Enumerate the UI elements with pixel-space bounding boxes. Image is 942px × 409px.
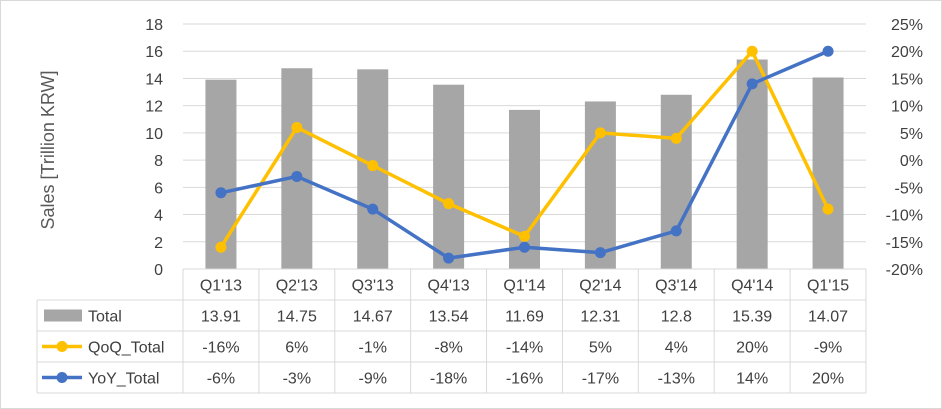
y-tick-label: 16 — [145, 44, 163, 61]
table-cell-value: 14.67 — [353, 309, 393, 326]
y2-tick-label: 10% — [891, 99, 923, 116]
y-tick-label: 14 — [145, 71, 163, 88]
axes: 0 2 4 6 8 10 12 14 16 18 -20% -15% -10% -5% 0% 5% 10% 15%… — [145, 17, 923, 279]
y2-tick-label: -15% — [886, 235, 923, 252]
line-point — [519, 230, 530, 242]
x-tick-label: Q2'13 — [276, 278, 318, 295]
line-point — [519, 241, 530, 253]
x-tick-label: Q4'14 — [731, 278, 773, 295]
y-tick-label: 10 — [145, 126, 163, 143]
y-tick-label: 12 — [145, 99, 163, 116]
table-cell-value: 14.07 — [808, 309, 848, 326]
table-cell-value: -1% — [358, 340, 386, 357]
table-cell-value: -8% — [434, 340, 462, 357]
legend-marker — [56, 341, 68, 352]
line-point — [367, 203, 379, 215]
table-cell-value: 6% — [285, 340, 308, 357]
table-cell-value: 13.91 — [201, 309, 241, 326]
y2-tick-label: 15% — [891, 71, 923, 88]
y2-tick-label: -5% — [895, 180, 923, 197]
y2-tick-label: -20% — [886, 262, 923, 279]
table-cell-value: -6% — [207, 371, 235, 388]
table-cell-value: 12.31 — [580, 309, 620, 326]
bar — [281, 68, 313, 269]
table-cell-value: -16% — [202, 340, 239, 357]
line-point — [215, 241, 227, 253]
bar — [660, 94, 692, 270]
table-cell-value: 15.39 — [732, 309, 772, 326]
bar — [812, 77, 844, 269]
line-series — [215, 45, 834, 264]
y-tick-label: 6 — [154, 180, 163, 197]
legend-marker — [56, 372, 68, 383]
bar — [736, 59, 768, 270]
y-tick-label: 4 — [154, 208, 163, 225]
y-tick-label: 8 — [154, 153, 163, 170]
x-tick-label: Q1'13 — [200, 278, 242, 295]
table-cell-value: 11.69 — [505, 309, 544, 326]
x-tick-label: Q2'14 — [579, 278, 621, 295]
line-point — [670, 225, 682, 237]
line-point — [443, 252, 455, 264]
line-point — [215, 187, 227, 199]
bar — [433, 84, 465, 269]
table-cell-value: -18% — [430, 371, 467, 388]
line-point — [291, 170, 303, 182]
table-cell-value: -3% — [283, 371, 311, 388]
line-point — [746, 78, 758, 90]
y-axis-title: Sales [Trillion KRW] — [38, 70, 58, 229]
legend-label: YoY_Total — [88, 371, 159, 388]
y2-tick-label: 0% — [900, 153, 923, 170]
table-cell-value: -14% — [506, 340, 543, 357]
y-tick-label: 18 — [145, 17, 163, 34]
table-cell-value: -16% — [506, 371, 543, 388]
legend-label: QoQ_Total — [88, 340, 164, 357]
y2-tick-label: 20% — [891, 44, 923, 61]
y-tick-label: 2 — [154, 235, 163, 252]
table-cell-value: 20% — [812, 371, 844, 388]
table-cell-value: 14% — [736, 371, 768, 388]
y-tick-label: 0 — [154, 262, 163, 279]
table-cell-value: 13.54 — [429, 309, 469, 326]
y2-tick-label: -10% — [886, 208, 923, 225]
legend-key — [44, 309, 82, 322]
x-tick-label: Q1'14 — [503, 278, 545, 295]
table-cell-value: 4% — [665, 340, 688, 357]
line-point — [822, 203, 834, 215]
table-cell-value: -17% — [582, 371, 619, 388]
line-point — [670, 132, 682, 144]
data-table: Q1'13 Q2'13 Q3'13 Q4'13 Q1'14 Q2'14 Q3'14 Q4'14… — [36, 268, 867, 394]
table-cell-value: -9% — [814, 340, 842, 357]
line-point — [822, 45, 834, 57]
line-point — [291, 121, 303, 133]
line-point — [594, 247, 606, 259]
bar — [584, 101, 616, 269]
table-cell-value: 20% — [736, 340, 768, 357]
y2-tick-label: 5% — [900, 126, 923, 143]
bar — [205, 79, 237, 270]
y2-tick-label: 25% — [891, 17, 923, 34]
line-point — [443, 198, 455, 210]
table-cell-value: 14.75 — [277, 309, 317, 326]
x-tick-label: Q1'15 — [807, 278, 849, 295]
table-cell-value: 5% — [589, 340, 612, 357]
table-cell-value: -13% — [658, 371, 695, 388]
legend-label: Total — [88, 309, 122, 326]
table-cell-value: 12.8 — [661, 309, 692, 326]
x-tick-label: Q3'14 — [655, 278, 697, 295]
line-point — [746, 45, 758, 57]
x-tick-label: Q3'13 — [352, 278, 394, 295]
line-point — [367, 160, 379, 172]
x-tick-label: Q4'13 — [428, 278, 470, 295]
table-cell-value: -9% — [358, 371, 386, 388]
line-point — [594, 127, 606, 139]
